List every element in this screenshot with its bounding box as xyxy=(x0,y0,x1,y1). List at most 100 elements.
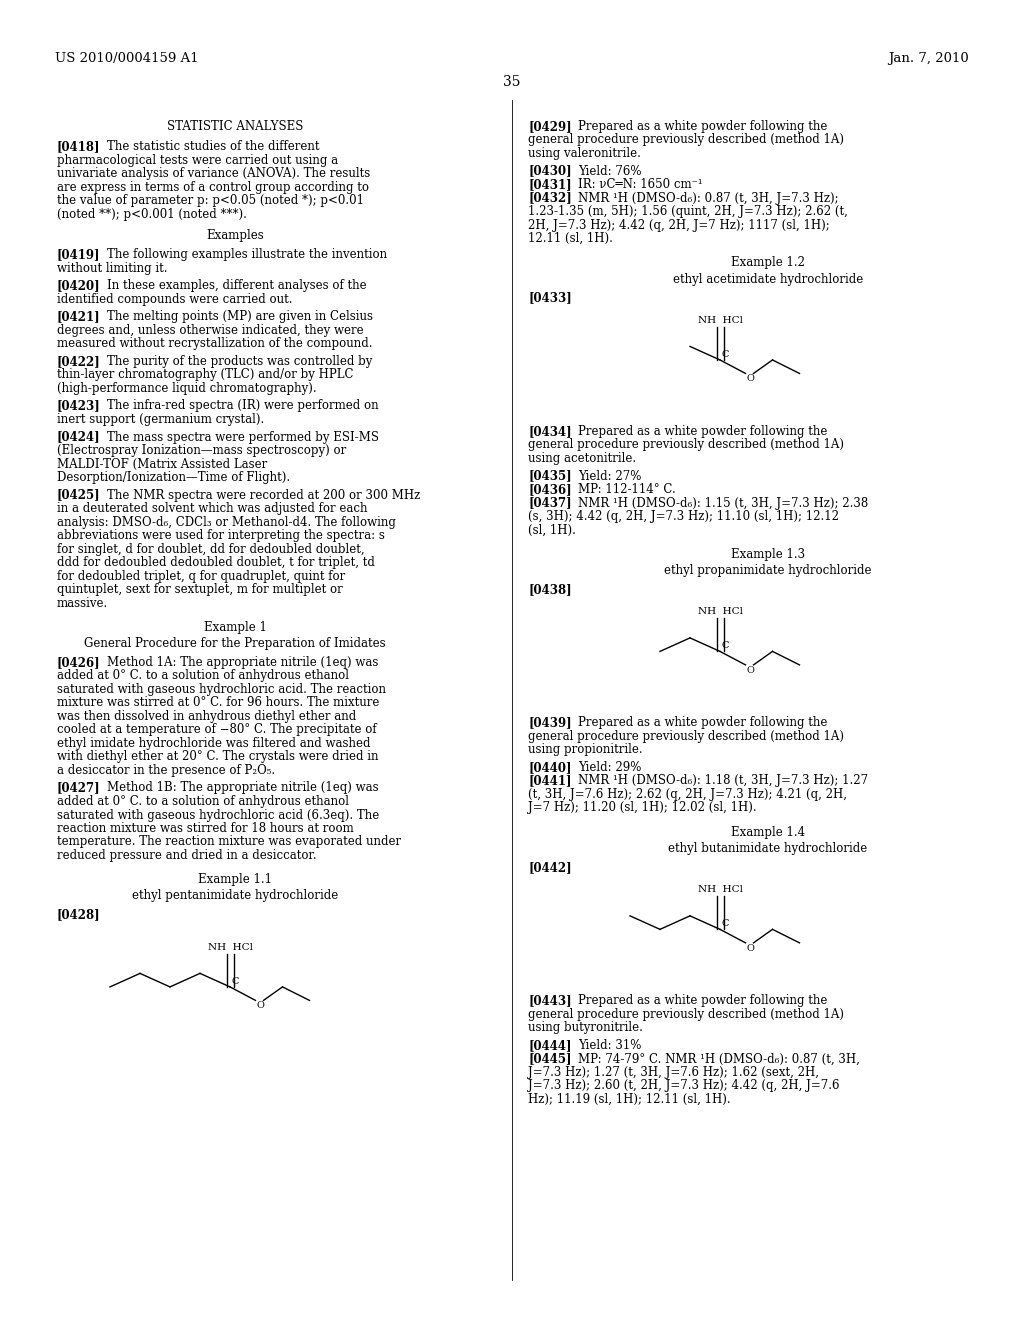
Text: saturated with gaseous hydrochloric acid (6.3eq). The: saturated with gaseous hydrochloric acid… xyxy=(57,808,379,821)
Text: C: C xyxy=(232,977,240,986)
Text: The infra-red spectra (IR) were performed on: The infra-red spectra (IR) were performe… xyxy=(106,400,379,412)
Text: ethyl butanimidate hydrochloride: ethyl butanimidate hydrochloride xyxy=(669,842,867,855)
Text: reaction mixture was stirred for 18 hours at room: reaction mixture was stirred for 18 hour… xyxy=(57,822,353,836)
Text: ethyl acetimidate hydrochloride: ethyl acetimidate hydrochloride xyxy=(673,272,863,285)
Text: [0426]: [0426] xyxy=(57,656,100,669)
Text: The statistic studies of the different: The statistic studies of the different xyxy=(106,140,319,153)
Text: was then dissolved in anhydrous diethyl ether and: was then dissolved in anhydrous diethyl … xyxy=(57,710,356,723)
Text: [0441]: [0441] xyxy=(528,775,571,788)
Text: [0419]: [0419] xyxy=(57,248,100,261)
Text: (high-performance liquid chromatography).: (high-performance liquid chromatography)… xyxy=(57,381,316,395)
Text: [0428]: [0428] xyxy=(57,908,100,921)
Text: [0443]: [0443] xyxy=(528,994,571,1007)
Text: [0421]: [0421] xyxy=(57,310,100,323)
Text: using acetonitrile.: using acetonitrile. xyxy=(528,451,636,465)
Text: massive.: massive. xyxy=(57,597,109,610)
Text: [0445]: [0445] xyxy=(528,1052,571,1065)
Text: 35: 35 xyxy=(503,75,521,88)
Text: C: C xyxy=(722,919,729,928)
Text: NH  HCl: NH HCl xyxy=(697,315,742,325)
Text: NH  HCl: NH HCl xyxy=(697,886,742,895)
Text: Yield: 27%: Yield: 27% xyxy=(578,470,641,483)
Text: In these examples, different analyses of the: In these examples, different analyses of… xyxy=(106,280,367,292)
Text: [0425]: [0425] xyxy=(57,488,100,502)
Text: (t, 3H, J=7.6 Hz); 2.62 (q, 2H, J=7.3 Hz); 4.21 (q, 2H,: (t, 3H, J=7.6 Hz); 2.62 (q, 2H, J=7.3 Hz… xyxy=(528,788,847,801)
Text: univariate analysis of variance (ANOVA). The results: univariate analysis of variance (ANOVA).… xyxy=(57,168,371,181)
Text: mixture was stirred at 0° C. for 96 hours. The mixture: mixture was stirred at 0° C. for 96 hour… xyxy=(57,697,379,709)
Text: [0444]: [0444] xyxy=(528,1039,571,1052)
Text: a desiccator in the presence of P₂O₅.: a desiccator in the presence of P₂O₅. xyxy=(57,764,275,777)
Text: general procedure previously described (method 1A): general procedure previously described (… xyxy=(528,1008,844,1020)
Text: quintuplet, sext for sextuplet, m for multiplet or: quintuplet, sext for sextuplet, m for mu… xyxy=(57,583,343,597)
Text: saturated with gaseous hydrochloric acid. The reaction: saturated with gaseous hydrochloric acid… xyxy=(57,682,386,696)
Text: [0437]: [0437] xyxy=(528,496,571,510)
Text: added at 0° C. to a solution of anhydrous ethanol: added at 0° C. to a solution of anhydrou… xyxy=(57,795,349,808)
Text: [0433]: [0433] xyxy=(528,292,571,305)
Text: abbreviations were used for interpreting the spectra: s: abbreviations were used for interpreting… xyxy=(57,529,385,543)
Text: Example 1.2: Example 1.2 xyxy=(731,256,805,269)
Text: [0431]: [0431] xyxy=(528,178,571,191)
Text: thin-layer chromatography (TLC) and/or by HPLC: thin-layer chromatography (TLC) and/or b… xyxy=(57,368,353,381)
Text: Prepared as a white powder following the: Prepared as a white powder following the xyxy=(578,120,827,133)
Text: in a deuterated solvent which was adjusted for each: in a deuterated solvent which was adjust… xyxy=(57,502,368,515)
Text: O: O xyxy=(746,944,755,953)
Text: Examples: Examples xyxy=(206,230,264,243)
Text: Prepared as a white powder following the: Prepared as a white powder following the xyxy=(578,425,827,438)
Text: (sl, 1H).: (sl, 1H). xyxy=(528,524,575,536)
Text: identified compounds were carried out.: identified compounds were carried out. xyxy=(57,293,293,306)
Text: US 2010/0004159 A1: US 2010/0004159 A1 xyxy=(55,51,199,65)
Text: [0429]: [0429] xyxy=(528,120,571,133)
Text: 1.23-1.35 (m, 5H); 1.56 (quint, 2H, J=7.3 Hz); 2.62 (t,: 1.23-1.35 (m, 5H); 1.56 (quint, 2H, J=7.… xyxy=(528,205,848,218)
Text: The purity of the products was controlled by: The purity of the products was controlle… xyxy=(106,355,373,368)
Text: general procedure previously described (method 1A): general procedure previously described (… xyxy=(528,133,844,147)
Text: are express in terms of a control group according to: are express in terms of a control group … xyxy=(57,181,369,194)
Text: Desorption/Ionization—Time of Flight).: Desorption/Ionization—Time of Flight). xyxy=(57,471,290,484)
Text: for singlet, d for doublet, dd for dedoubled doublet,: for singlet, d for doublet, dd for dedou… xyxy=(57,543,365,556)
Text: [0436]: [0436] xyxy=(528,483,571,496)
Text: Yield: 29%: Yield: 29% xyxy=(578,760,641,774)
Text: 12.11 (sl, 1H).: 12.11 (sl, 1H). xyxy=(528,232,613,246)
Text: NH  HCl: NH HCl xyxy=(697,607,742,616)
Text: [0439]: [0439] xyxy=(528,717,571,730)
Text: C: C xyxy=(722,350,729,359)
Text: [0435]: [0435] xyxy=(528,470,571,483)
Text: NMR ¹H (DMSO-d₆): 1.15 (t, 3H, J=7.3 Hz); 2.38: NMR ¹H (DMSO-d₆): 1.15 (t, 3H, J=7.3 Hz)… xyxy=(578,496,868,510)
Text: using valeronitrile.: using valeronitrile. xyxy=(528,147,641,160)
Text: inert support (germanium crystal).: inert support (germanium crystal). xyxy=(57,413,264,426)
Text: MP: 112-114° C.: MP: 112-114° C. xyxy=(578,483,676,496)
Text: STATISTIC ANALYSES: STATISTIC ANALYSES xyxy=(167,120,303,133)
Text: [0422]: [0422] xyxy=(57,355,100,368)
Text: O: O xyxy=(746,375,755,383)
Text: [0427]: [0427] xyxy=(57,781,100,795)
Text: [0432]: [0432] xyxy=(528,191,571,205)
Text: Example 1.4: Example 1.4 xyxy=(731,826,805,838)
Text: the value of parameter p: p<0.05 (noted *); p<0.01: the value of parameter p: p<0.05 (noted … xyxy=(57,194,364,207)
Text: C: C xyxy=(722,642,729,651)
Text: Hz); 11.19 (sl, 1H); 12.11 (sl, 1H).: Hz); 11.19 (sl, 1H); 12.11 (sl, 1H). xyxy=(528,1093,731,1106)
Text: NMR ¹H (DMSO-d₆): 0.87 (t, 3H, J=7.3 Hz);: NMR ¹H (DMSO-d₆): 0.87 (t, 3H, J=7.3 Hz)… xyxy=(578,191,839,205)
Text: 2H, J=7.3 Hz); 4.42 (q, 2H, J=7 Hz); 1117 (sl, 1H);: 2H, J=7.3 Hz); 4.42 (q, 2H, J=7 Hz); 111… xyxy=(528,219,829,231)
Text: [0418]: [0418] xyxy=(57,140,100,153)
Text: NH  HCl: NH HCl xyxy=(208,942,253,952)
Text: MP: 74-79° C. NMR ¹H (DMSO-d₆): 0.87 (t, 3H,: MP: 74-79° C. NMR ¹H (DMSO-d₆): 0.87 (t,… xyxy=(578,1052,860,1065)
Text: Example 1: Example 1 xyxy=(204,620,266,634)
Text: [0438]: [0438] xyxy=(528,583,571,595)
Text: [0424]: [0424] xyxy=(57,430,100,444)
Text: J=7 Hz); 11.20 (sl, 1H); 12.02 (sl, 1H).: J=7 Hz); 11.20 (sl, 1H); 12.02 (sl, 1H). xyxy=(528,801,757,814)
Text: Method 1A: The appropriate nitrile (1eq) was: Method 1A: The appropriate nitrile (1eq)… xyxy=(106,656,379,669)
Text: General Procedure for the Preparation of Imidates: General Procedure for the Preparation of… xyxy=(84,638,386,649)
Text: IR: νC═N: 1650 cm⁻¹: IR: νC═N: 1650 cm⁻¹ xyxy=(578,178,702,191)
Text: (s, 3H); 4.42 (q, 2H, J=7.3 Hz); 11.10 (sl, 1H); 12.12: (s, 3H); 4.42 (q, 2H, J=7.3 Hz); 11.10 (… xyxy=(528,510,839,523)
Text: without limiting it.: without limiting it. xyxy=(57,261,168,275)
Text: J=7.3 Hz); 2.60 (t, 2H, J=7.3 Hz); 4.42 (q, 2H, J=7.6: J=7.3 Hz); 2.60 (t, 2H, J=7.3 Hz); 4.42 … xyxy=(528,1080,840,1093)
Text: Method 1B: The appropriate nitrile (1eq) was: Method 1B: The appropriate nitrile (1eq)… xyxy=(106,781,379,795)
Text: analysis: DMSO-d₆, CDCl₃ or Methanol-d4. The following: analysis: DMSO-d₆, CDCl₃ or Methanol-d4.… xyxy=(57,516,396,528)
Text: The NMR spectra were recorded at 200 or 300 MHz: The NMR spectra were recorded at 200 or … xyxy=(106,488,420,502)
Text: for dedoubled triplet, q for quadruplet, quint for: for dedoubled triplet, q for quadruplet,… xyxy=(57,569,345,582)
Text: Prepared as a white powder following the: Prepared as a white powder following the xyxy=(578,717,827,730)
Text: ddd for dedoubled dedoubled doublet, t for triplet, td: ddd for dedoubled dedoubled doublet, t f… xyxy=(57,556,375,569)
Text: J=7.3 Hz); 1.27 (t, 3H, J=7.6 Hz); 1.62 (sext, 2H,: J=7.3 Hz); 1.27 (t, 3H, J=7.6 Hz); 1.62 … xyxy=(528,1065,819,1078)
Text: Example 1.1: Example 1.1 xyxy=(198,874,272,886)
Text: Jan. 7, 2010: Jan. 7, 2010 xyxy=(888,51,969,65)
Text: The following examples illustrate the invention: The following examples illustrate the in… xyxy=(106,248,387,261)
